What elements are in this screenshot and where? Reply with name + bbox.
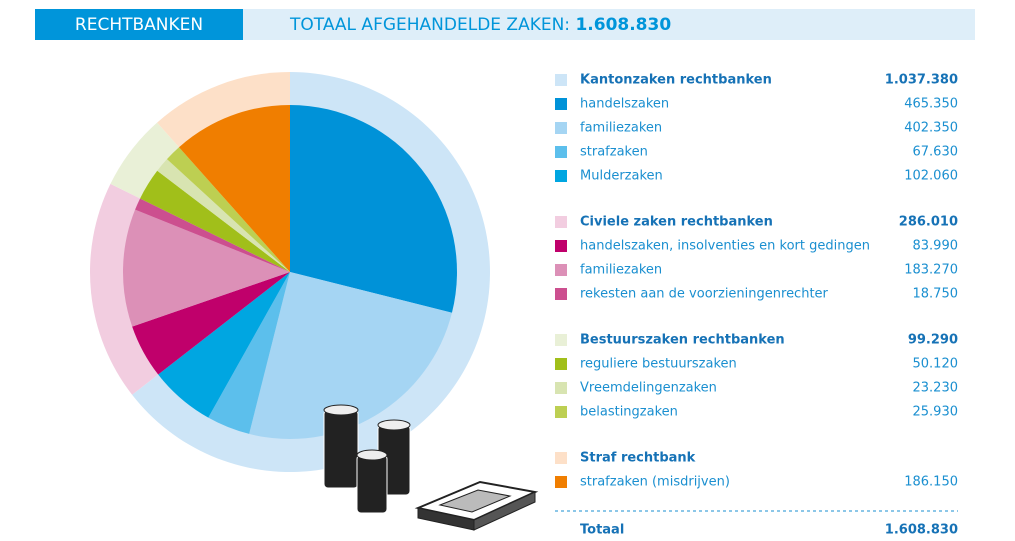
decoration-coins (324, 405, 535, 530)
legend-group-name: Straf rechtbank (580, 451, 696, 466)
legend-group-value: 1.037.380 (885, 73, 958, 88)
legend-name: Mulderzaken (580, 169, 663, 184)
legend-group-name: Kantonzaken rechtbanken (580, 73, 772, 88)
total-label: Totaal (580, 523, 624, 538)
legend-name: Vreemdelingenzaken (580, 381, 717, 396)
pie (90, 72, 490, 472)
legend-name: handelszaken, insolventies en kort gedin… (580, 239, 870, 254)
legend-swatch (555, 74, 567, 86)
legend: Kantonzaken rechtbanken 1.037.380 handelsz… (555, 73, 958, 490)
header-title-text: TOTAAL AFGEHANDELDE ZAKEN: (289, 15, 570, 35)
legend-name: handelszaken (580, 97, 669, 112)
page: RECHTBANKEN TOTAAL AFGEHANDELDE ZAKEN: 1… (0, 0, 1015, 541)
legend-value: 25.930 (913, 405, 959, 420)
legend-swatch (555, 382, 567, 394)
legend-group-name: Civiele zaken rechtbanken (580, 215, 773, 230)
legend-name: familiezaken (580, 121, 662, 136)
legend-group-value: 99.290 (908, 333, 958, 348)
legend-value: 50.120 (913, 357, 959, 372)
legend-swatch (555, 98, 567, 110)
legend-group-value: 286.010 (899, 215, 958, 230)
legend-swatch (555, 122, 567, 134)
header-title: TOTAAL AFGEHANDELDE ZAKEN: 1.608.830 (289, 15, 671, 35)
legend-value: 186.150 (904, 475, 958, 490)
legend-name: rekesten aan de voorzieningenrechter (580, 287, 829, 302)
legend-value: 83.990 (913, 239, 959, 254)
legend-swatch (555, 358, 567, 370)
total-value: 1.608.830 (885, 523, 958, 538)
legend-swatch (555, 288, 567, 300)
legend-swatch (555, 170, 567, 182)
legend-name: familiezaken (580, 263, 662, 278)
legend-swatch (555, 334, 567, 346)
legend-name: strafzaken (580, 145, 648, 160)
legend-swatch (555, 406, 567, 418)
legend-value: 402.350 (904, 121, 958, 136)
header-tab: RECHTBANKEN (75, 15, 203, 35)
legend-swatch (555, 476, 567, 488)
legend-swatch (555, 264, 567, 276)
inner-pie (123, 105, 457, 439)
legend-name: reguliere bestuurszaken (580, 357, 737, 372)
legend-value: 183.270 (904, 263, 958, 278)
legend-swatch (555, 216, 567, 228)
legend-value: 18.750 (913, 287, 959, 302)
legend-value: 23.230 (913, 381, 959, 396)
legend-name: strafzaken (misdrijven) (580, 475, 730, 490)
header-total: 1.608.830 (575, 15, 671, 35)
legend-group-name: Bestuurszaken rechtbanken (580, 333, 785, 348)
legend-value: 102.060 (904, 169, 958, 184)
legend-value: 67.630 (913, 145, 959, 160)
legend-value: 465.350 (904, 97, 958, 112)
legend-name: belastingzaken (580, 405, 678, 420)
legend-swatch (555, 240, 567, 252)
legend-swatch (555, 146, 567, 158)
legend-swatch (555, 452, 567, 464)
